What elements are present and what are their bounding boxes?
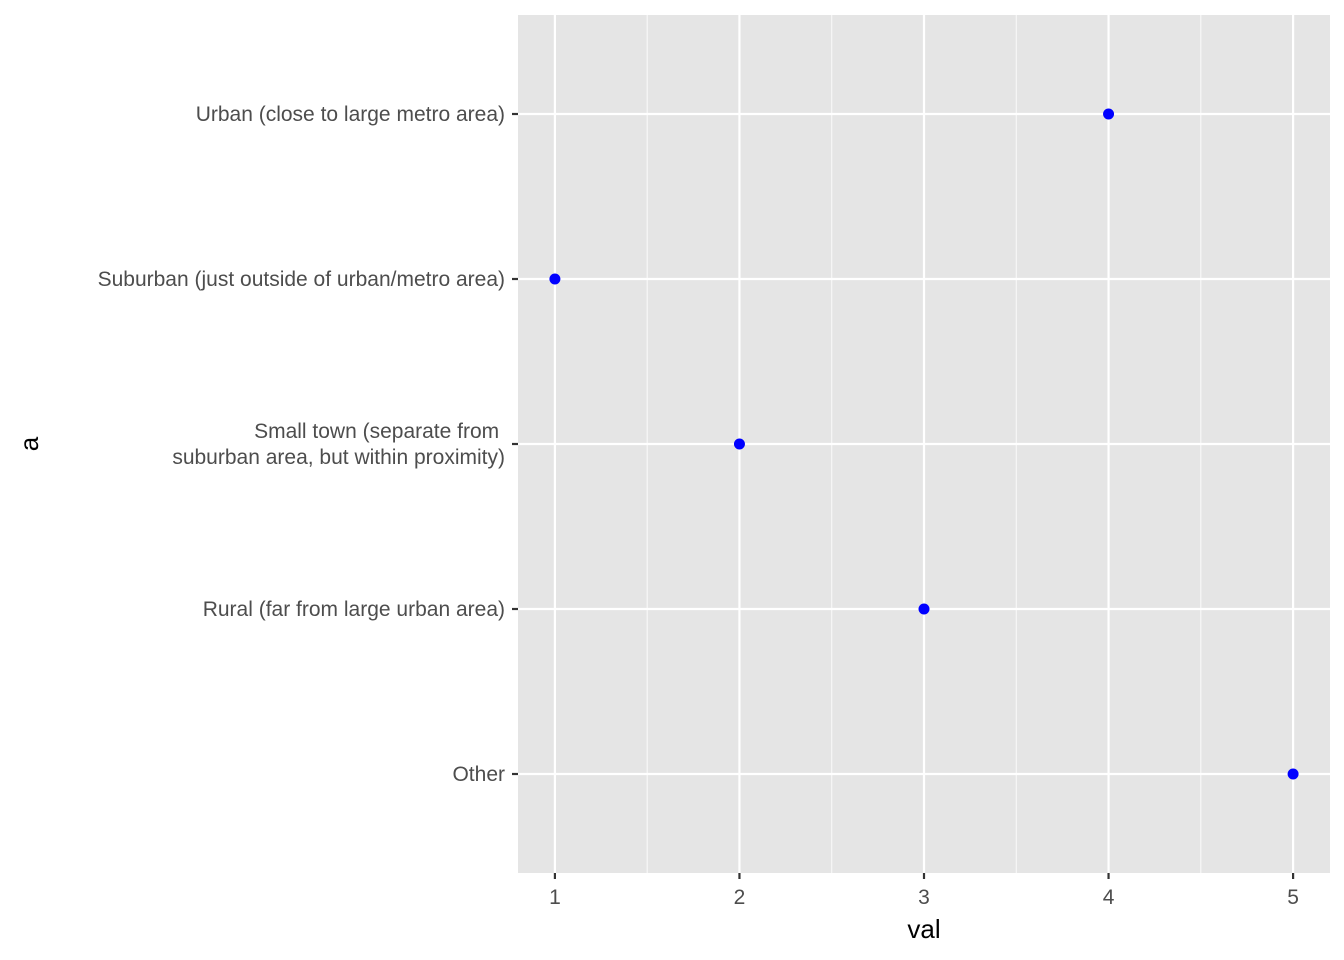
data-point xyxy=(549,273,561,285)
y-axis-title: a xyxy=(14,436,44,451)
y-tick-label: Other xyxy=(452,763,505,786)
x-tick-label: 5 xyxy=(1287,886,1299,909)
data-points xyxy=(549,108,1299,780)
data-point xyxy=(1103,108,1115,120)
x-axis-title: val xyxy=(907,914,940,944)
x-tick-label: 2 xyxy=(734,886,746,909)
x-tick-label: 3 xyxy=(918,886,930,909)
y-axis: Urban (close to large metro area) Suburba… xyxy=(98,103,518,786)
x-tick-label: 1 xyxy=(549,886,561,909)
y-tick-label: Rural (far from large urban area) xyxy=(203,598,505,621)
x-axis: 1 2 3 4 5 xyxy=(549,873,1299,909)
y-tick-label: Urban (close to large metro area) xyxy=(196,103,505,126)
data-point xyxy=(918,603,930,615)
data-point xyxy=(733,438,745,450)
y-tick-label: Small town (separate from suburban area,… xyxy=(172,420,505,469)
data-point xyxy=(1287,768,1299,780)
y-tick-label: Suburban (just outside of urban/metro ar… xyxy=(98,268,505,291)
x-tick-label: 4 xyxy=(1103,886,1115,909)
